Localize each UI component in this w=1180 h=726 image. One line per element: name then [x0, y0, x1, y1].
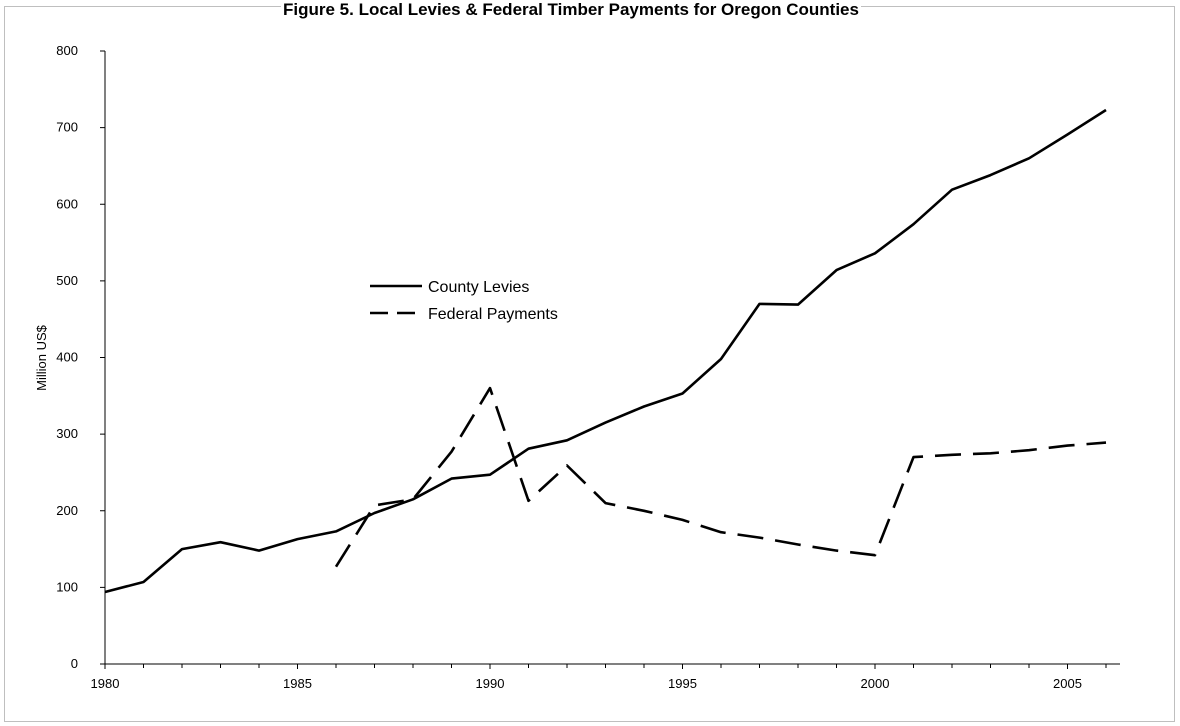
series-line-federal-payments	[334, 386, 1107, 568]
x-tick-label: 2000	[861, 676, 890, 691]
chart-frame: Figure 5. Local Levies & Federal Timber …	[4, 0, 1175, 722]
axes	[104, 51, 1120, 665]
x-axis-ticks: 1980 1985 1990 1995 2000 2005	[91, 664, 1107, 691]
legend-label-county-levies: County Levies	[428, 279, 529, 296]
x-tick-label: 1980	[91, 676, 120, 691]
legend-box	[364, 270, 608, 330]
y-tick-label: 200	[56, 503, 78, 518]
y-axis-ticks: 0 100 200 300 400 500 600 700 800	[56, 43, 105, 671]
series-line-county-levies	[104, 108, 1107, 594]
y-tick-label: 300	[56, 426, 78, 441]
y-tick-label: 500	[56, 273, 78, 288]
series-layer	[104, 108, 1107, 594]
y-tick-label: 700	[56, 120, 78, 135]
y-tick-label: 400	[56, 350, 78, 365]
y-tick-label: 800	[56, 43, 78, 58]
legend-label-federal-payments: Federal Payments	[428, 306, 558, 323]
x-tick-label: 1985	[283, 676, 312, 691]
x-tick-label: 1990	[476, 676, 505, 691]
x-tick-label: 1995	[668, 676, 697, 691]
y-axis-title: Million US$	[34, 324, 49, 391]
y-tick-label: 0	[71, 656, 78, 671]
legend: County Levies Federal Payments	[364, 270, 608, 330]
chart-title: Figure 5. Local Levies & Federal Timber …	[281, 0, 861, 20]
y-tick-label: 600	[56, 196, 78, 211]
y-tick-label: 100	[56, 579, 78, 594]
x-tick-label: 2005	[1053, 676, 1082, 691]
